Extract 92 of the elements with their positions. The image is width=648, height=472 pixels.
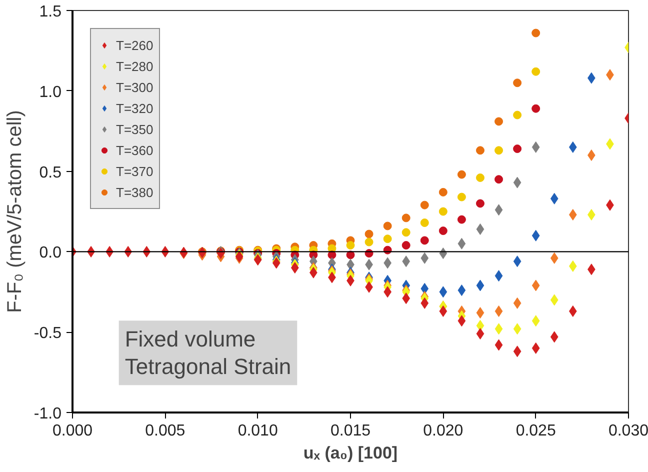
point: [458, 238, 466, 250]
point: [476, 146, 484, 155]
point: [513, 346, 522, 358]
point: [420, 282, 429, 294]
point: [494, 339, 503, 351]
point: [476, 199, 484, 208]
x-tick-label: 0.030: [608, 422, 648, 440]
point: [532, 141, 540, 153]
point: [494, 204, 503, 216]
annotation: Fixed volume Tetragonal Strain: [124, 326, 292, 380]
point: [420, 200, 429, 210]
point: [513, 78, 522, 88]
point: [513, 176, 522, 188]
point: [550, 294, 558, 306]
y-axis-title: F-F₀ (meV/5-atom cell): [4, 110, 26, 313]
point: [494, 146, 504, 155]
point: [438, 188, 448, 196]
x-tick-label: 0.015: [330, 422, 371, 440]
point: [494, 117, 504, 126]
x-tick-label: 0.020: [423, 422, 464, 440]
x-tick-label: 0.025: [516, 422, 556, 440]
point: [438, 207, 448, 216]
y-tick-label: -0.5: [34, 325, 62, 342]
x-tick-label: 0.005: [145, 422, 186, 440]
point: [513, 256, 522, 268]
point: [290, 262, 299, 274]
point: [402, 241, 410, 250]
point: [458, 315, 466, 327]
point: [494, 323, 503, 335]
point: [458, 284, 466, 296]
point: [420, 218, 429, 227]
point: [457, 215, 466, 224]
point: [439, 286, 448, 298]
y-tick-label: 1.5: [39, 4, 62, 20]
point: [513, 323, 522, 335]
point: [439, 305, 448, 317]
point: [532, 28, 540, 38]
point: [402, 214, 410, 222]
legend-label: T=300: [116, 79, 154, 95]
y-tick-label: 1.0: [39, 84, 62, 101]
point: [550, 331, 558, 343]
point: [476, 307, 484, 319]
x-axis-title: uₓ (a₀) [100]: [303, 444, 398, 462]
y-tick-label: -1.0: [34, 406, 62, 422]
x-tick-label: 0.000: [52, 422, 93, 440]
legend-label: T=260: [116, 37, 154, 53]
point: [532, 315, 540, 327]
point: [568, 260, 577, 272]
point: [364, 238, 374, 246]
point: [532, 104, 540, 113]
point: [438, 226, 448, 236]
point: [494, 270, 503, 282]
y-tick-label: 0.5: [39, 164, 62, 182]
point: [476, 280, 484, 292]
point: [494, 175, 504, 184]
point: [420, 236, 429, 245]
point: [513, 144, 522, 154]
point: [568, 208, 577, 220]
legend-label: T=360: [116, 142, 154, 158]
point: [420, 252, 429, 264]
legend-label: T=350: [116, 121, 154, 137]
y-tick-label: 0.0: [39, 244, 62, 262]
x-tick-label: 0.010: [238, 422, 278, 440]
point: [550, 192, 558, 204]
point: [420, 297, 429, 309]
point: [513, 297, 522, 309]
point: [402, 292, 410, 304]
point: [383, 222, 392, 230]
point: [457, 192, 466, 202]
point: [364, 230, 374, 238]
point: [402, 256, 410, 268]
point: [383, 234, 392, 244]
legend-label: T=370: [116, 163, 154, 179]
point: [346, 241, 355, 250]
legend-label: T=280: [116, 58, 154, 74]
point: [476, 328, 484, 340]
point: [476, 320, 484, 332]
point: [532, 342, 540, 354]
legend-label: T=320: [116, 100, 154, 116]
point: [568, 305, 577, 317]
point: [568, 141, 577, 153]
point: [532, 280, 540, 292]
point: [532, 67, 540, 76]
point: [476, 173, 484, 182]
point: [513, 110, 522, 120]
point: [402, 228, 410, 237]
legend-label: T=380: [116, 184, 154, 200]
point: [494, 305, 503, 317]
point: [532, 230, 540, 242]
point: [550, 252, 558, 264]
point: [457, 170, 466, 179]
point: [476, 223, 484, 235]
